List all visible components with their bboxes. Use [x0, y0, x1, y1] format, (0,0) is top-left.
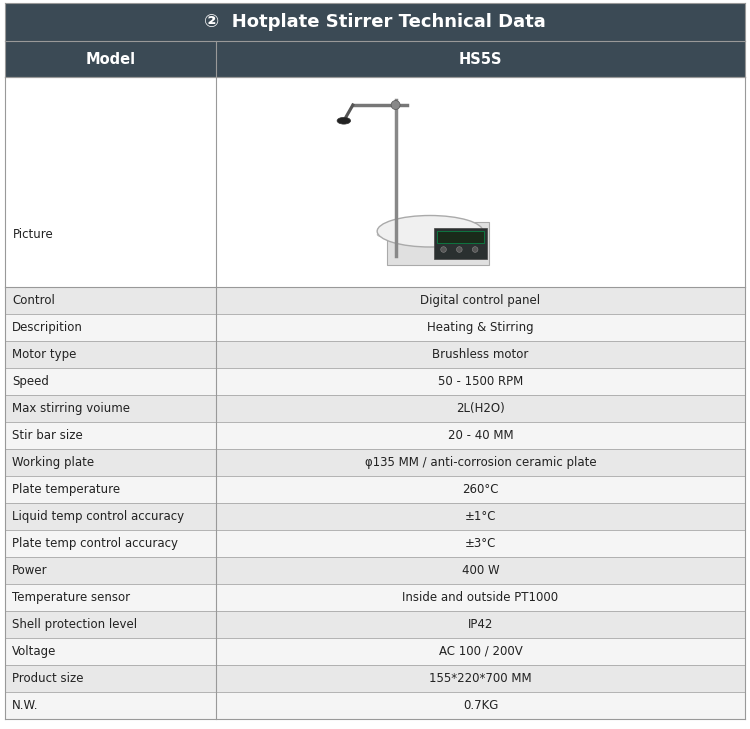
Bar [216, 503, 745, 530]
Text: Stir bar size: Stir bar size [12, 429, 82, 442]
Text: 0.7KG: 0.7KG [463, 699, 498, 712]
Text: Voltage: Voltage [12, 645, 56, 658]
Text: 260°C: 260°C [462, 483, 499, 496]
Text: 2L(H2O): 2L(H2O) [456, 402, 505, 415]
Bar [216, 530, 745, 557]
Text: ②  Hotplate Stirrer Technical Data: ② Hotplate Stirrer Technical Data [204, 13, 546, 31]
Text: Shell protection level: Shell protection level [12, 618, 137, 631]
Bar [5, 503, 216, 530]
Bar [5, 395, 216, 422]
Bar [5, 692, 216, 719]
Bar [5, 77, 216, 287]
Text: Max stirring voiume: Max stirring voiume [12, 402, 130, 415]
Ellipse shape [337, 117, 350, 124]
Bar [5, 611, 216, 638]
Bar [216, 611, 745, 638]
Text: Plate temp control accuracy: Plate temp control accuracy [12, 537, 178, 550]
Bar [5, 584, 216, 611]
Text: AC 100 / 200V: AC 100 / 200V [439, 645, 522, 658]
Circle shape [441, 246, 446, 252]
Ellipse shape [377, 228, 483, 241]
Bar [5, 3, 745, 41]
Text: Temperature sensor: Temperature sensor [12, 591, 130, 604]
Text: Motor type: Motor type [12, 348, 76, 361]
Ellipse shape [377, 216, 483, 247]
Bar [216, 476, 745, 503]
Bar [216, 665, 745, 692]
Text: Digital control panel: Digital control panel [421, 294, 541, 307]
Text: Working plate: Working plate [12, 456, 94, 469]
Bar [5, 449, 216, 476]
Bar [216, 395, 745, 422]
Bar [388, 222, 489, 265]
Text: Speed: Speed [12, 375, 49, 388]
Bar [5, 41, 216, 77]
Bar [216, 41, 745, 77]
Circle shape [391, 101, 400, 109]
Text: Model: Model [86, 52, 136, 66]
Text: 400 W: 400 W [462, 564, 500, 577]
Bar [216, 77, 745, 287]
Text: 50 - 1500 RPM: 50 - 1500 RPM [438, 375, 523, 388]
Bar [216, 368, 745, 395]
Text: Product size: Product size [12, 672, 83, 685]
Text: Inside and outside PT1000: Inside and outside PT1000 [403, 591, 559, 604]
Text: HS5S: HS5S [459, 52, 503, 66]
Text: 155*220*700 MM: 155*220*700 MM [429, 672, 532, 685]
Bar [5, 476, 216, 503]
Text: N.W.: N.W. [12, 699, 38, 712]
Bar [5, 341, 216, 368]
Bar [216, 287, 745, 314]
Text: 20 - 40 MM: 20 - 40 MM [448, 429, 513, 442]
Bar [216, 422, 745, 449]
Text: Picture: Picture [13, 228, 54, 241]
Bar [5, 314, 216, 341]
Text: ±1°C: ±1°C [465, 510, 496, 523]
Text: φ135 MM / anti-corrosion ceramic plate: φ135 MM / anti-corrosion ceramic plate [364, 456, 596, 469]
Text: Brushless motor: Brushless motor [432, 348, 529, 361]
Bar [5, 368, 216, 395]
Bar [5, 665, 216, 692]
Text: Descripition: Descripition [12, 321, 82, 334]
Bar [5, 638, 216, 665]
Bar [216, 314, 745, 341]
Bar [216, 341, 745, 368]
Text: Power: Power [12, 564, 48, 577]
Bar [216, 692, 745, 719]
Text: Control: Control [12, 294, 55, 307]
Bar [216, 638, 745, 665]
Text: IP42: IP42 [468, 618, 494, 631]
Bar [5, 557, 216, 584]
Bar [216, 449, 745, 476]
Bar [5, 422, 216, 449]
Bar [5, 530, 216, 557]
Bar [5, 287, 216, 314]
Bar [216, 584, 745, 611]
Text: ±3°C: ±3°C [465, 537, 496, 550]
Text: Heating & Stirring: Heating & Stirring [427, 321, 534, 334]
Text: Liquid temp control accuracy: Liquid temp control accuracy [12, 510, 184, 523]
Bar [437, 230, 484, 243]
Circle shape [472, 246, 478, 252]
Bar [216, 557, 745, 584]
Bar [434, 228, 487, 259]
Circle shape [457, 246, 462, 252]
Text: Plate temperature: Plate temperature [12, 483, 120, 496]
